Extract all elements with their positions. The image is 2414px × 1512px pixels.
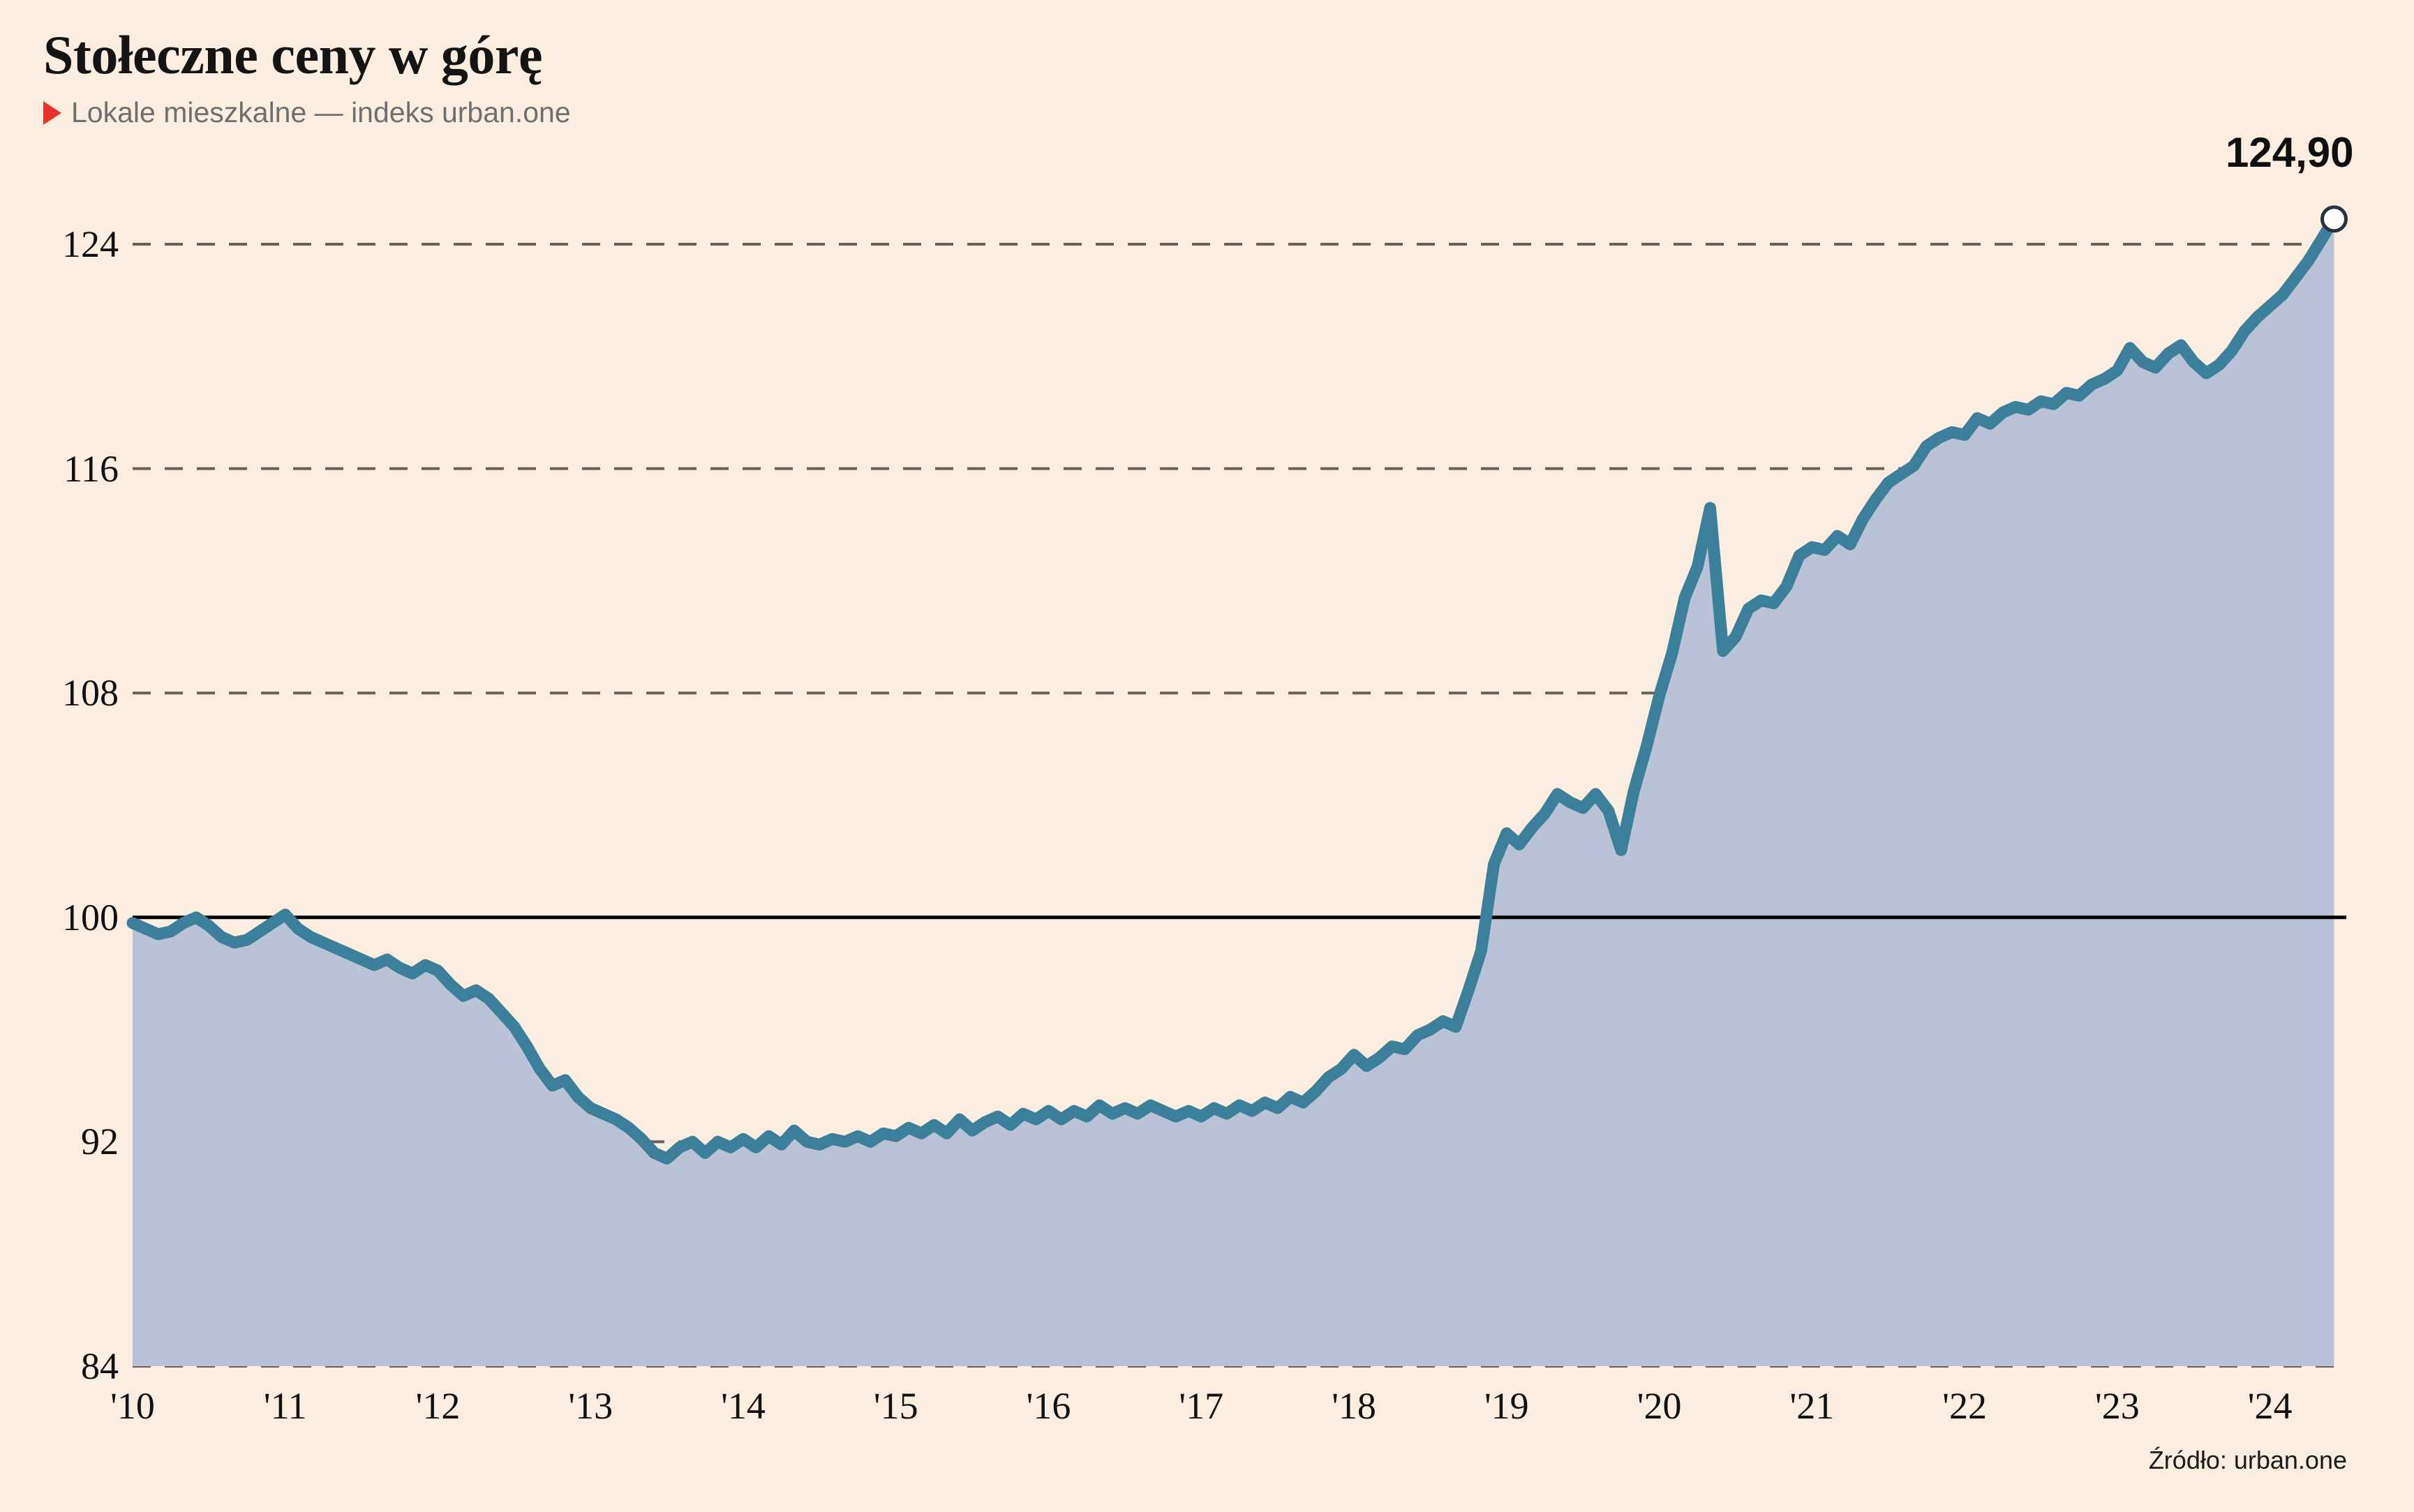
x-axis-tick-label: '13 [568,1385,613,1427]
x-axis-tick-label: '10 [110,1385,155,1427]
last-point-marker [2320,205,2348,233]
x-axis-tick-label: '15 [873,1385,918,1427]
x-axis-tick-label: '11 [263,1385,307,1427]
y-axis-tick-label: 100 [62,896,119,938]
series-line-path [126,213,2340,1165]
chart-header: Stołeczne ceny w górę Lokale mieszkalne … [43,28,1439,129]
y-axis-tick-label: 124 [62,223,119,265]
x-axis-tick-label: '14 [721,1385,766,1427]
x-axis-tick-label: '12 [415,1385,461,1427]
x-axis-tick-label: '19 [1484,1385,1529,1427]
y-axis-tick-label: 116 [64,447,119,490]
x-axis-tick-label: '22 [1942,1385,1987,1427]
last-value-callout: 124,90 [2225,128,2354,176]
source-note: Źródło: urban.one [2148,1446,2347,1474]
y-axis-tick-label: 108 [62,672,119,714]
x-axis-tick-label: '16 [1026,1385,1071,1427]
x-axis-tick-label: '20 [1637,1385,1682,1427]
triangle-marker-icon [43,100,61,125]
chart-subtitle: Lokale mieszkalne — indeks urban.one [71,96,571,128]
x-axis-tick-label: '21 [1789,1385,1835,1427]
x-axis-tick-label: '23 [2094,1385,2140,1427]
x-axis-tick-label: '17 [1179,1385,1224,1427]
area-fill-path [133,218,2334,1366]
y-axis-tick-label: 92 [81,1121,119,1163]
x-axis-tick-label: '24 [2247,1385,2293,1427]
subtitle-row: Lokale mieszkalne — indeks urban.one [43,96,1439,129]
page-title: Stołeczne ceny w górę [43,24,543,85]
y-axis-tick-label: 84 [81,1345,119,1387]
x-axis-tick-label: '18 [1332,1385,1376,1427]
